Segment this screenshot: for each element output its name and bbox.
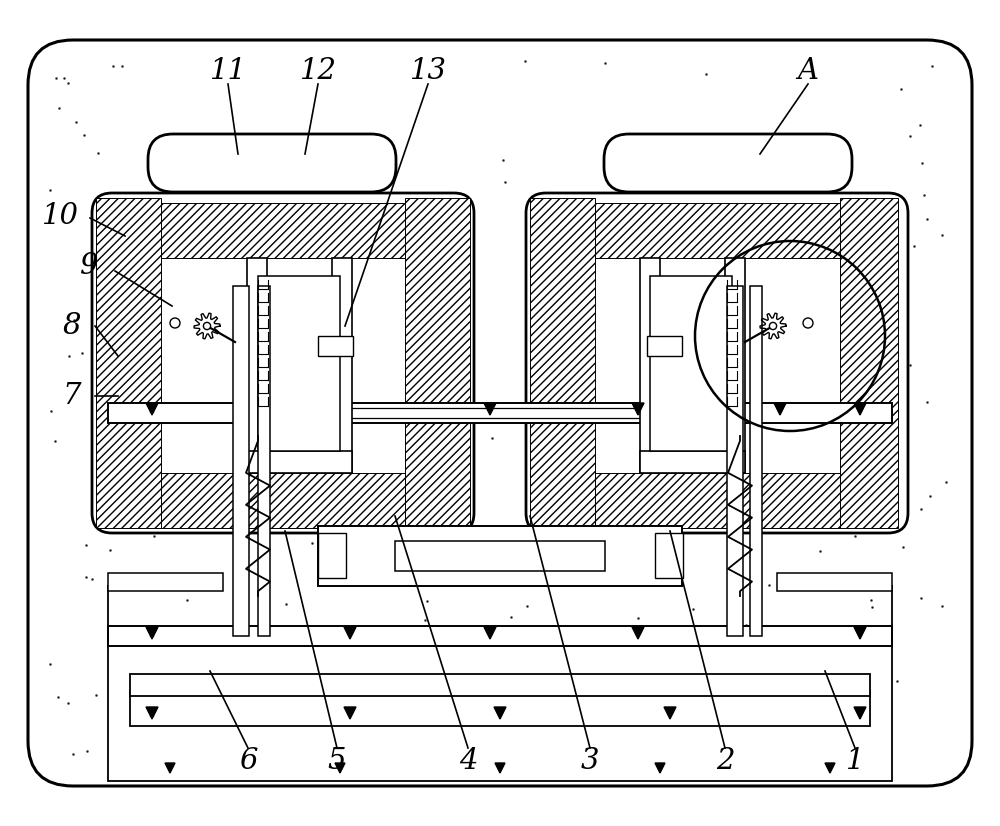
Bar xyxy=(655,533,683,578)
FancyBboxPatch shape xyxy=(28,40,972,786)
Bar xyxy=(840,198,898,528)
Bar xyxy=(233,286,249,636)
Text: 12: 12 xyxy=(300,57,336,85)
Bar xyxy=(750,286,762,636)
Polygon shape xyxy=(484,627,496,639)
Bar xyxy=(247,451,352,473)
FancyBboxPatch shape xyxy=(148,134,396,192)
Bar xyxy=(258,286,270,636)
Polygon shape xyxy=(854,403,866,415)
Bar xyxy=(640,258,660,473)
FancyBboxPatch shape xyxy=(526,193,908,533)
Bar xyxy=(108,626,892,646)
Bar xyxy=(725,258,745,473)
Text: 1: 1 xyxy=(846,747,864,775)
Polygon shape xyxy=(146,627,158,639)
Polygon shape xyxy=(774,403,786,415)
Text: 8: 8 xyxy=(63,312,81,340)
Text: 3: 3 xyxy=(581,747,599,775)
Bar xyxy=(395,541,605,571)
Bar xyxy=(595,203,840,258)
Text: A: A xyxy=(798,57,818,85)
Text: 11: 11 xyxy=(210,57,246,85)
Bar xyxy=(108,573,223,591)
Bar xyxy=(96,198,161,528)
Polygon shape xyxy=(146,403,158,415)
Polygon shape xyxy=(165,763,175,773)
Polygon shape xyxy=(632,627,644,639)
Text: 9: 9 xyxy=(79,252,97,280)
Polygon shape xyxy=(335,763,345,773)
Polygon shape xyxy=(146,707,158,719)
Bar xyxy=(405,198,470,528)
Polygon shape xyxy=(854,707,866,719)
Bar xyxy=(640,451,745,473)
Polygon shape xyxy=(484,403,496,415)
Circle shape xyxy=(170,318,180,328)
Bar xyxy=(108,403,892,423)
Text: 7: 7 xyxy=(63,382,81,410)
Bar xyxy=(108,641,892,781)
Circle shape xyxy=(769,322,777,330)
Circle shape xyxy=(203,322,211,330)
Bar xyxy=(595,473,840,528)
Bar xyxy=(318,526,682,586)
Bar xyxy=(130,691,870,726)
Bar xyxy=(130,674,870,696)
Polygon shape xyxy=(655,763,665,773)
Text: 10: 10 xyxy=(42,202,78,230)
Bar xyxy=(258,276,340,451)
Bar xyxy=(530,198,595,528)
Bar xyxy=(332,258,352,473)
Bar xyxy=(318,336,353,356)
Bar xyxy=(777,573,892,591)
Circle shape xyxy=(803,318,813,328)
Bar xyxy=(647,336,682,356)
Bar xyxy=(650,276,732,451)
Text: 13: 13 xyxy=(410,57,446,85)
Polygon shape xyxy=(854,627,866,639)
Polygon shape xyxy=(344,627,356,639)
Bar xyxy=(161,473,405,528)
Bar xyxy=(247,258,267,473)
Bar xyxy=(340,408,660,418)
Text: 4: 4 xyxy=(459,747,477,775)
Text: 6: 6 xyxy=(239,747,257,775)
Text: 5: 5 xyxy=(328,747,346,775)
Polygon shape xyxy=(664,707,676,719)
Polygon shape xyxy=(344,707,356,719)
Polygon shape xyxy=(494,707,506,719)
Bar xyxy=(318,533,346,578)
Polygon shape xyxy=(495,763,505,773)
Polygon shape xyxy=(825,763,835,773)
Bar xyxy=(727,286,743,636)
Text: 2: 2 xyxy=(716,747,734,775)
FancyBboxPatch shape xyxy=(604,134,852,192)
Bar xyxy=(161,203,405,258)
Polygon shape xyxy=(632,403,644,415)
FancyBboxPatch shape xyxy=(92,193,474,533)
